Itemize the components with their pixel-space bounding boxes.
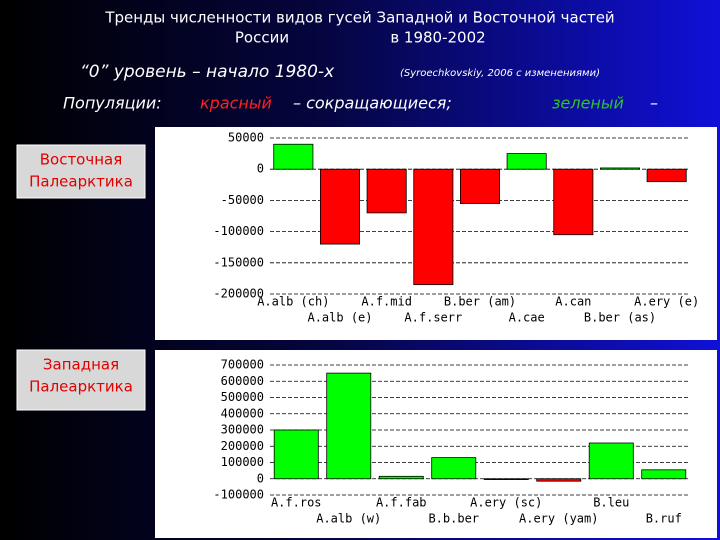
bar (378, 475, 424, 480)
x-tick-label: A.ery (yam) (519, 512, 598, 526)
y-tick-label: -100000 (213, 488, 264, 502)
source: (Syroechkovskiy, 2006 с изменениями) (400, 68, 600, 79)
x-tick-label: A.ery (e) (634, 295, 699, 309)
bar (319, 168, 360, 245)
bar (273, 429, 319, 480)
bar (506, 153, 547, 170)
region-label: Западная (43, 356, 119, 374)
bar (641, 469, 687, 480)
x-tick-label: A.alb (ch) (257, 295, 329, 309)
y-tick-label: -200000 (213, 287, 264, 301)
title: в 1980-2002 (390, 29, 485, 47)
legend-text: – сокращающиеся; (293, 94, 452, 113)
bar (646, 168, 687, 183)
x-tick-label: A.f.serr (404, 311, 462, 325)
x-tick-label: B.ber (as) (584, 311, 656, 325)
region-label: Палеарктика (29, 378, 133, 396)
bar (413, 168, 454, 286)
bar (273, 143, 314, 170)
x-tick-label: B.ruf (646, 512, 682, 526)
x-tick-label: B.leu (593, 496, 629, 510)
legend-red: красный (200, 94, 272, 113)
y-tick-label: 600000 (221, 374, 264, 388)
y-tick-label: -150000 (213, 255, 264, 269)
y-tick-label: 700000 (221, 358, 264, 372)
bar (326, 372, 372, 480)
y-tick-label: 0 (257, 162, 264, 176)
x-tick-label: A.f.mid (361, 295, 412, 309)
x-tick-label: B.b.ber (428, 512, 479, 526)
legend-text: – (650, 94, 658, 113)
region-label-box (16, 144, 146, 199)
legend-text: Популяции: (63, 94, 162, 113)
x-tick-label: A.alb (w) (316, 512, 381, 526)
region-label: Палеарктика (29, 173, 133, 191)
x-tick-label: A.can (555, 295, 591, 309)
title: России (235, 29, 289, 47)
bar (431, 457, 477, 480)
x-tick-label: A.alb (e) (307, 311, 372, 325)
region-label: Восточная (40, 151, 123, 169)
x-tick-label: A.cae (509, 311, 545, 325)
y-tick-label: 100000 (221, 455, 264, 469)
bar (366, 168, 407, 214)
legend-green: зеленый (552, 94, 624, 113)
bar (600, 167, 641, 170)
y-tick-label: 400000 (221, 406, 264, 420)
y-tick-label: 50000 (228, 131, 264, 145)
y-tick-label: 200000 (221, 439, 264, 453)
subtitle: “0” уровень – начало 1980-х (80, 62, 335, 82)
x-tick-label: A.f.ros (271, 496, 322, 510)
region-label-box (16, 349, 146, 411)
y-tick-label: 500000 (221, 390, 264, 404)
x-tick-label: A.ery (sc) (470, 496, 542, 510)
bar (459, 168, 500, 204)
bar (483, 478, 529, 480)
bar (553, 168, 594, 236)
y-tick-label: -50000 (221, 193, 264, 207)
bar (536, 478, 582, 482)
x-tick-label: B.ber (am) (444, 295, 516, 309)
bar (588, 442, 634, 480)
title: Тренды численности видов гусей Западной … (104, 9, 614, 27)
y-tick-label: -100000 (213, 224, 264, 238)
x-tick-label: A.f.fab (376, 496, 427, 510)
y-tick-label: 0 (257, 471, 264, 485)
y-tick-label: 300000 (221, 423, 264, 437)
